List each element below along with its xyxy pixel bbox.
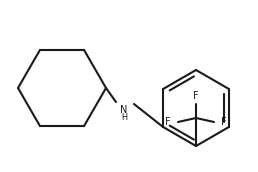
Text: H: H xyxy=(121,112,127,121)
Text: F: F xyxy=(193,91,199,101)
Text: F: F xyxy=(221,117,227,127)
Text: N: N xyxy=(120,105,128,115)
Text: F: F xyxy=(165,117,171,127)
